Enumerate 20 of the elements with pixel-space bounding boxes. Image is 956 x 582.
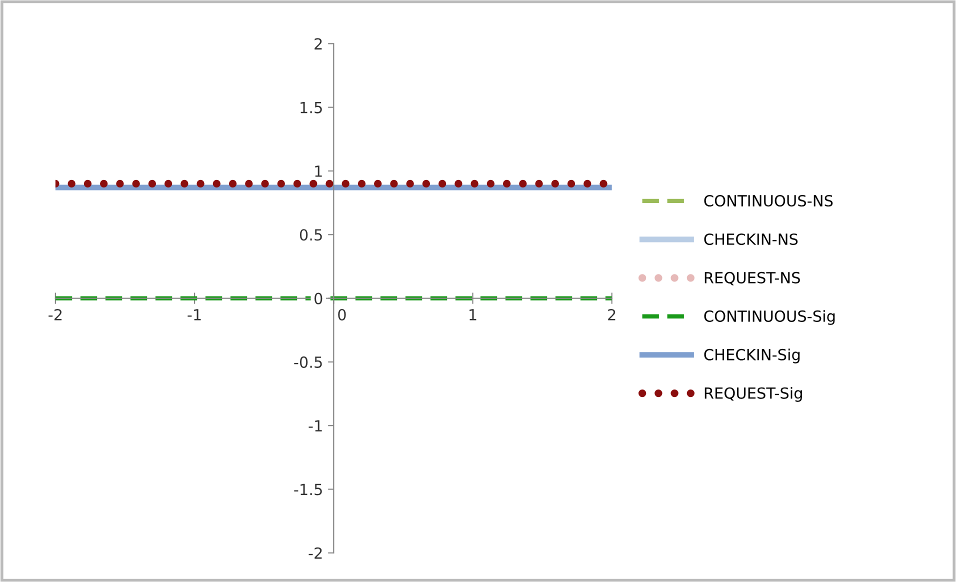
legend-label: CONTINUOUS-NS [704,194,833,207]
x-tick-label: -1 [188,309,201,320]
y-tick-label: -0.5 [294,356,322,368]
legend-label: REQUEST-Sig [704,387,802,402]
legend-label: REQUEST-NS [704,272,800,286]
y-tick-label: -1.5 [294,484,322,496]
x-tick-label: -2 [48,308,62,320]
y-tick-label: 2 [314,38,322,50]
x-tick-label: 2 [608,308,616,320]
legend-label: CONTINUOUS-Sig [704,310,835,325]
legend-label: CHECKIN-NS [704,233,798,246]
y-tick-label: 1 [315,166,322,177]
y-tick-label: -1 [308,420,322,432]
y-tick-label: -2 [308,547,322,559]
legend-label: CHECKIN-Sig [704,348,800,364]
y-tick-label: 0.5 [300,229,322,241]
y-tick-label: 1.5 [300,102,322,114]
x-tick-label: 0 [338,308,346,321]
x-tick-label: 1 [470,309,476,320]
y-tick-label: 0 [314,292,322,304]
